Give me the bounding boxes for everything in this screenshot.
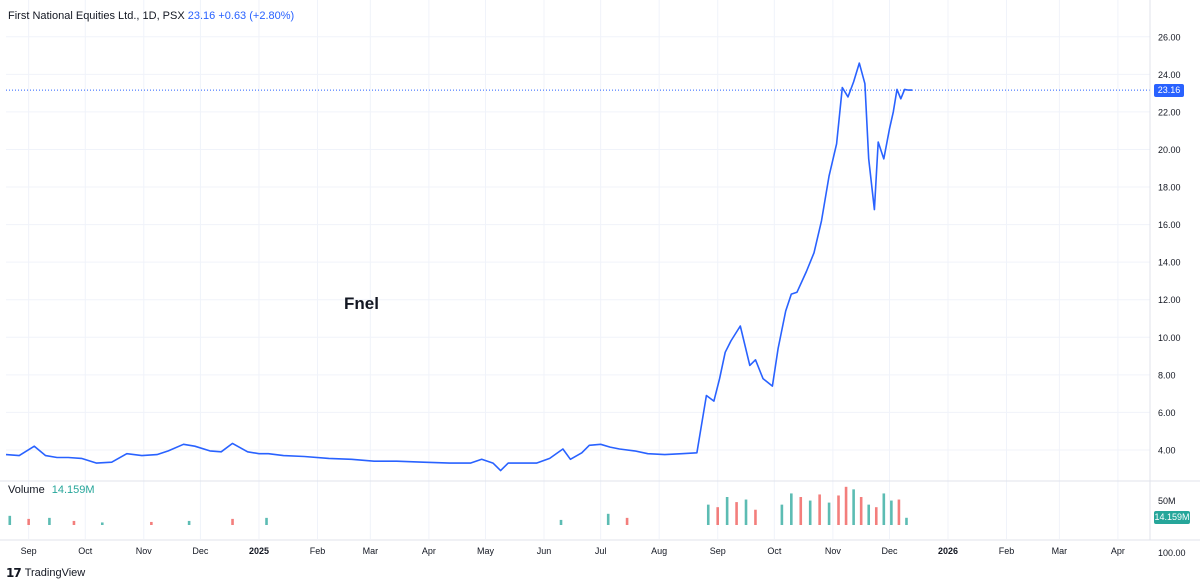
y-tick-label: 26.00 bbox=[1158, 32, 1181, 42]
panel-separator bbox=[0, 0, 1200, 541]
volume-legend: Volume 14.159M bbox=[8, 484, 95, 496]
volume-bar bbox=[808, 500, 812, 525]
y-tick-label: 10.00 bbox=[1158, 333, 1181, 343]
volume-bar bbox=[905, 517, 908, 525]
price-series bbox=[5, 62, 913, 472]
volume-tick-label: 50M bbox=[1158, 496, 1176, 506]
volume-bar bbox=[606, 513, 610, 525]
volume-bar bbox=[187, 520, 191, 525]
tradingview-branding: 17 TradingView bbox=[6, 566, 85, 580]
volume-bar bbox=[100, 522, 104, 525]
x-tick-label: Jun bbox=[537, 546, 552, 556]
x-tick-label: Apr bbox=[1111, 546, 1125, 556]
x-tick-label: Mar bbox=[1052, 546, 1068, 556]
volume-bar bbox=[625, 517, 629, 525]
x-tick-label: Feb bbox=[310, 546, 326, 556]
x-tick-label: Oct bbox=[767, 546, 782, 556]
volume-axis-ticks: 50M 100.00 bbox=[1158, 496, 1186, 558]
x-tick-label: Jul bbox=[595, 546, 607, 556]
volume-bar bbox=[706, 504, 710, 525]
volume-bar bbox=[735, 502, 738, 525]
x-tick-label: Sep bbox=[21, 546, 37, 556]
volume-bar bbox=[867, 504, 871, 525]
chart-annotation: Fnel bbox=[344, 294, 379, 313]
volume-bar bbox=[874, 507, 878, 525]
volume-bar bbox=[890, 500, 893, 525]
x-tick-label: Sep bbox=[710, 546, 726, 556]
y-tick-label: 18.00 bbox=[1158, 183, 1181, 193]
x-tick-label: 2026 bbox=[938, 546, 958, 556]
last-price-label: 23.16 bbox=[1154, 84, 1184, 97]
volume-bar bbox=[744, 499, 748, 525]
y-tick-label: 8.00 bbox=[1158, 370, 1176, 380]
y-tick-label: 20.00 bbox=[1158, 145, 1181, 155]
x-tick-label: Feb bbox=[999, 546, 1015, 556]
x-axis-ticks: Sep Oct Nov Dec 2025 Feb Mar Apr May Jun Jul Aug Sep… bbox=[21, 546, 1125, 556]
x-tick-label: Dec bbox=[192, 546, 209, 556]
volume-label: Volume bbox=[8, 484, 45, 496]
y-tick-label: 24.00 bbox=[1158, 70, 1181, 80]
y-tick-label: 14.00 bbox=[1158, 258, 1181, 268]
volume-bar bbox=[827, 502, 831, 525]
volume-bar bbox=[852, 489, 855, 525]
volume-bars bbox=[8, 486, 908, 525]
volume-bar bbox=[72, 520, 76, 525]
volume-bar bbox=[231, 518, 234, 525]
volume-bar bbox=[859, 497, 863, 525]
tradingview-logo-icon: 17 bbox=[6, 566, 22, 580]
y-tick-label: 16.00 bbox=[1158, 220, 1181, 230]
volume-bar bbox=[559, 519, 563, 525]
volume-bar bbox=[27, 518, 30, 525]
volume-bar bbox=[780, 504, 784, 525]
x-tick-label: Dec bbox=[881, 546, 898, 556]
price-change: +0.63 (+2.80%) bbox=[218, 10, 295, 22]
volume-bar bbox=[754, 509, 757, 525]
brand-name: TradingView bbox=[24, 567, 86, 579]
chart-header: First National Equities Ltd., 1D, PSX 23… bbox=[8, 10, 294, 22]
volume-bar bbox=[716, 507, 719, 525]
last-price: 23.16 bbox=[187, 10, 216, 22]
volume-bar bbox=[48, 517, 51, 525]
y-axis-ticks: 4.00 6.00 8.00 10.00 12.00 14.00 16.00 18.00 20.… bbox=[1158, 32, 1181, 455]
volume-value-tag: 14.159M bbox=[1154, 511, 1190, 524]
x-tick-label: Aug bbox=[651, 546, 667, 556]
x-tick-label: May bbox=[477, 546, 495, 556]
grid-lines bbox=[6, 0, 1150, 539]
y-tick-label: 6.00 bbox=[1158, 408, 1176, 418]
volume-bar bbox=[265, 517, 268, 525]
x-tick-label: Nov bbox=[825, 546, 842, 556]
price-line bbox=[5, 62, 913, 472]
volume-bar bbox=[844, 486, 848, 525]
volume-bar bbox=[725, 497, 729, 525]
volume-bar bbox=[882, 493, 886, 525]
volume-bar bbox=[150, 521, 153, 525]
x-tick-label: Apr bbox=[422, 546, 436, 556]
x-tick-label: Oct bbox=[78, 546, 93, 556]
x-tick-label: Mar bbox=[363, 546, 379, 556]
x-tick-label: Nov bbox=[136, 546, 153, 556]
volume-bar bbox=[790, 493, 793, 525]
symbol-title: First National Equities Ltd., 1D, PSX bbox=[8, 10, 185, 22]
volume-tick-label: 100.00 bbox=[1158, 548, 1186, 558]
volume-bar bbox=[799, 497, 803, 525]
volume-bar bbox=[818, 494, 821, 525]
y-tick-label: 4.00 bbox=[1158, 445, 1176, 455]
volume-bar bbox=[897, 499, 901, 525]
x-tick-label: 2025 bbox=[249, 546, 269, 556]
volume-bar bbox=[837, 495, 840, 525]
y-tick-label: 12.00 bbox=[1158, 295, 1181, 305]
y-tick-label: 22.00 bbox=[1158, 107, 1181, 117]
volume-value: 14.159M bbox=[51, 484, 95, 496]
volume-bar bbox=[8, 515, 12, 525]
